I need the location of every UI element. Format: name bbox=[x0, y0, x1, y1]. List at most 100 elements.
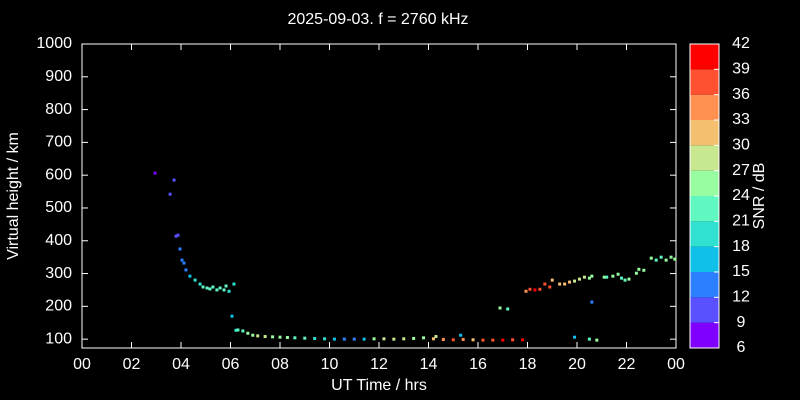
point bbox=[616, 272, 620, 276]
colorbar-tick-label: 15 bbox=[732, 263, 750, 280]
x-tick-label: 06 bbox=[222, 356, 240, 373]
point bbox=[263, 335, 267, 339]
point bbox=[649, 256, 653, 260]
point bbox=[623, 278, 627, 282]
colorbar-label: SNR / dB bbox=[751, 163, 768, 230]
point bbox=[271, 335, 275, 339]
point bbox=[342, 337, 346, 341]
point bbox=[664, 258, 668, 262]
point bbox=[222, 288, 226, 292]
x-tick-label: 08 bbox=[271, 356, 289, 373]
x-tick-label: 12 bbox=[370, 356, 388, 373]
point bbox=[491, 338, 495, 342]
point bbox=[372, 337, 376, 341]
point bbox=[332, 337, 336, 341]
x-tick-label: 14 bbox=[420, 356, 438, 373]
point bbox=[611, 274, 615, 278]
point bbox=[176, 233, 180, 237]
point bbox=[422, 336, 426, 340]
point bbox=[178, 247, 182, 251]
point bbox=[627, 277, 631, 281]
point bbox=[590, 300, 594, 304]
point bbox=[246, 331, 250, 335]
point bbox=[431, 337, 435, 341]
colorbar-swatch bbox=[690, 297, 719, 323]
point bbox=[543, 282, 547, 286]
point bbox=[461, 337, 465, 341]
point bbox=[232, 282, 236, 286]
colorbar-tick-label: 30 bbox=[732, 137, 750, 154]
point bbox=[673, 257, 677, 261]
point bbox=[577, 277, 581, 281]
x-tick-label: 02 bbox=[123, 356, 141, 373]
y-tick-label: 600 bbox=[45, 166, 72, 183]
point bbox=[180, 258, 184, 262]
colorbar-tick-label: 6 bbox=[737, 339, 746, 356]
chart-title: 2025-09-03. f = 2760 kHz bbox=[287, 11, 468, 28]
y-tick-label: 100 bbox=[45, 330, 72, 347]
point bbox=[533, 288, 537, 292]
y-tick-label: 200 bbox=[45, 298, 72, 315]
point bbox=[642, 268, 646, 272]
point bbox=[481, 338, 485, 342]
y-tick-label: 300 bbox=[45, 265, 72, 282]
point bbox=[184, 268, 188, 272]
point bbox=[323, 337, 327, 341]
colorbar-swatch bbox=[690, 44, 719, 70]
point bbox=[506, 307, 510, 311]
point bbox=[511, 338, 515, 342]
point bbox=[501, 338, 505, 342]
colorbar-tick-label: 24 bbox=[732, 187, 750, 204]
x-tick-label: 20 bbox=[568, 356, 586, 373]
point bbox=[205, 286, 209, 290]
point bbox=[451, 338, 455, 342]
x-tick-label: 00 bbox=[73, 356, 91, 373]
colorbar-swatch bbox=[690, 272, 719, 298]
point bbox=[208, 287, 212, 291]
point bbox=[558, 282, 562, 286]
colorbar-tick-label: 27 bbox=[732, 162, 750, 179]
y-tick-label: 700 bbox=[45, 134, 72, 151]
point bbox=[201, 285, 205, 289]
point bbox=[568, 280, 572, 284]
colorbar-swatch bbox=[690, 145, 719, 171]
point bbox=[590, 274, 594, 278]
point bbox=[602, 275, 606, 279]
point bbox=[352, 337, 356, 341]
point bbox=[168, 192, 172, 196]
point bbox=[392, 337, 396, 341]
colorbar-swatch bbox=[690, 196, 719, 222]
point bbox=[218, 286, 222, 290]
point bbox=[236, 328, 240, 332]
point bbox=[521, 338, 525, 342]
point bbox=[573, 335, 577, 339]
x-tick-label: 22 bbox=[618, 356, 636, 373]
colorbar-swatch bbox=[690, 322, 719, 348]
point bbox=[293, 336, 297, 340]
point bbox=[412, 336, 416, 340]
point bbox=[313, 336, 317, 340]
point bbox=[582, 275, 586, 279]
point bbox=[303, 336, 307, 340]
x-axis-label: UT Time / hrs bbox=[331, 377, 427, 394]
point bbox=[172, 178, 176, 182]
colorbar-swatch bbox=[690, 170, 719, 196]
point bbox=[188, 274, 192, 278]
point bbox=[193, 278, 197, 282]
point bbox=[587, 337, 591, 341]
x-tick-label: 16 bbox=[469, 356, 487, 373]
colorbar-tick-label: 9 bbox=[737, 314, 746, 331]
point bbox=[605, 275, 609, 279]
y-tick-label: 1000 bbox=[36, 35, 72, 52]
point bbox=[471, 338, 475, 342]
point bbox=[251, 333, 255, 337]
colorbar-swatch bbox=[690, 69, 719, 95]
point bbox=[211, 285, 215, 289]
colorbar-swatch bbox=[690, 246, 719, 272]
point bbox=[241, 329, 245, 333]
point bbox=[573, 279, 577, 283]
point bbox=[595, 338, 599, 342]
colorbar-swatch bbox=[690, 94, 719, 120]
